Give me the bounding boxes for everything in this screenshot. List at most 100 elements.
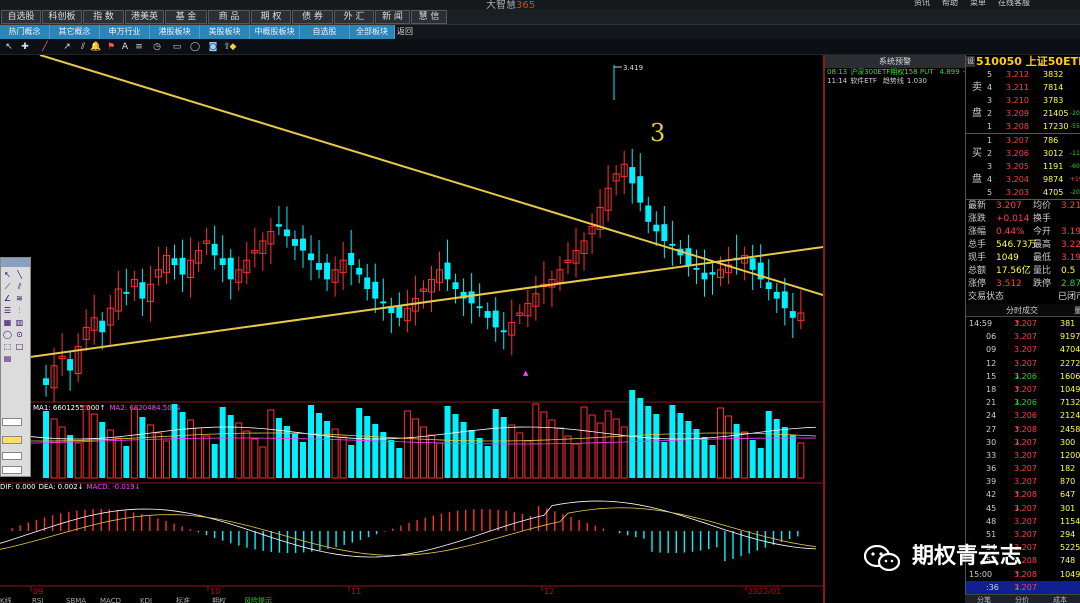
nav-item[interactable]: 期 权 (251, 10, 291, 24)
orderbook-row[interactable]: 1 3.207 786 (966, 134, 1080, 147)
tick-row[interactable]: :36 3.207 ↓ (966, 580, 1080, 594)
tick-row[interactable]: 14:59 3.207 ↑ 381 (966, 317, 1080, 330)
fib-icon[interactable]: ≡ (135, 42, 143, 52)
palette-tool-icon[interactable]: ◯ (3, 330, 12, 339)
tick-row[interactable]: 06 3.207 9197 (966, 330, 1080, 343)
line-color-swatch[interactable] (2, 418, 22, 426)
back-button[interactable]: 返回 (397, 27, 413, 36)
palette-tool-icon[interactable]: ∠ (3, 294, 12, 303)
palette-tool-icon[interactable]: ⬚ (3, 342, 12, 351)
tick-row[interactable]: 12 3.207 2272 (966, 357, 1080, 370)
palette-tool-icon[interactable]: ↖ (4, 270, 11, 279)
nav-item[interactable]: 外 汇 (334, 10, 374, 24)
board-tab[interactable]: 港股板块 (150, 25, 200, 39)
line-style-select[interactable] (2, 452, 22, 460)
palette-tool-icon[interactable]: ▤ (3, 354, 12, 363)
quote-tab[interactable]: 分价 (1015, 596, 1029, 603)
palette-tool-icon[interactable]: ⊙ (16, 330, 23, 339)
nav-item[interactable]: 商 品 (208, 10, 250, 24)
tick-row[interactable]: 42 3.208 ↑ 647 (966, 488, 1080, 501)
tick-row[interactable]: 18 3.207 ↑ 1049 (966, 383, 1080, 396)
palette-title-bar[interactable] (1, 258, 30, 267)
indicator-tab[interactable]: 风险提示 (244, 596, 272, 603)
palette-tool-icon[interactable]: □ (15, 342, 24, 351)
line-width-select[interactable] (2, 466, 22, 474)
settings-tag[interactable]: 设 (966, 56, 975, 67)
indicator-tab[interactable]: 标准 (176, 596, 190, 603)
orderbook-row[interactable]: 买 2 3.206 3012 -11 (966, 147, 1080, 160)
alert-row[interactable]: 11:14 软件ETF 趋势线 1.030 (825, 77, 965, 86)
line-icon[interactable]: ╱ (42, 42, 48, 52)
orderbook-row[interactable]: 3 3.210 3783 (966, 94, 1080, 107)
indicator-tab[interactable]: 期权 (212, 596, 226, 603)
indicator-tab[interactable]: MACD (100, 597, 121, 603)
text-icon[interactable]: A (121, 42, 129, 52)
board-tab[interactable]: 热门概念 (0, 25, 50, 39)
palette-tool-icon[interactable]: ⫽ (17, 282, 22, 291)
nav-item[interactable]: 基 金 (165, 10, 207, 24)
palette-tool-icon[interactable]: ⫶ (18, 306, 21, 315)
tick-row[interactable]: 30 3.207 ↓ 300 (966, 436, 1080, 449)
nav-item[interactable]: 慧 信 (411, 10, 447, 24)
tick-row[interactable]: 39 3.207 870 (966, 475, 1080, 488)
board-tab[interactable]: 美股板块 (200, 25, 250, 39)
palette-tool-icon[interactable]: ⟋ (4, 282, 11, 291)
orderbook-row[interactable]: 盘 2 3.209 21405 -20 (966, 107, 1080, 120)
ellipse-icon[interactable]: ◯ (190, 42, 201, 52)
tick-row[interactable]: 57 3.208 ↑ 748 (966, 554, 1080, 567)
nav-item[interactable]: 债 券 (292, 10, 333, 24)
orderbook-row[interactable]: 5 3.203 4705 -20 (966, 186, 1080, 199)
top-menu-item[interactable]: 帮助 (942, 0, 958, 7)
orderbook-row[interactable]: 卖 4 3.211 7814 (966, 81, 1080, 94)
top-menu-item[interactable]: 在线客服 (998, 0, 1030, 7)
tick-row[interactable]: 21 3.206 ↓ 7132 (966, 396, 1080, 409)
board-tab[interactable]: 自选股 (300, 25, 350, 39)
tick-row[interactable]: 48 3.207 1154 (966, 515, 1080, 528)
panel-divider[interactable] (823, 55, 825, 603)
palette-tool-icon[interactable]: ☰ (3, 306, 12, 315)
nav-item[interactable]: 科创板 (42, 10, 82, 24)
descending-trendline[interactable] (39, 55, 823, 296)
palette-tool-icon[interactable]: ▦ (3, 318, 12, 327)
quote-tab[interactable]: 分笔 (977, 596, 991, 603)
tick-row[interactable]: 36 3.207 182 (966, 462, 1080, 475)
export-icon[interactable]: ⇪ (223, 42, 231, 52)
channel-icon[interactable]: ⫽ (80, 42, 85, 52)
indicator-tab[interactable]: RSI (32, 597, 43, 603)
tick-row[interactable]: 15:00 3.208 ↑ 1049 (966, 568, 1080, 581)
ray-icon[interactable]: ↗ (63, 42, 71, 52)
cursor-icon[interactable]: ↖ (5, 42, 13, 52)
tick-row[interactable]: 33 3.207 1200 (966, 449, 1080, 462)
indicator-tab[interactable]: SBMA (66, 597, 86, 603)
board-tab[interactable]: 其它概念 (50, 25, 100, 39)
rect-icon[interactable]: ▭ (172, 42, 182, 52)
tick-row[interactable]: 24 3.206 2124 (966, 409, 1080, 422)
palette-tool-icon[interactable]: ╲ (17, 270, 22, 279)
diamond-icon[interactable]: ◆ (229, 42, 237, 52)
cycle-icon[interactable]: ◷ (153, 42, 161, 52)
orderbook-row[interactable]: 3 3.205 1191 -60 (966, 160, 1080, 173)
nav-item[interactable]: 港美英 (125, 10, 164, 24)
nav-item[interactable]: 自选股 (1, 10, 41, 24)
crosshair-icon[interactable]: ✚ (21, 42, 29, 52)
tick-row[interactable]: 15 3.206 ↓ 1606 (966, 370, 1080, 383)
tick-row[interactable]: 45 3.207 ↓ 301 (966, 502, 1080, 515)
palette-tool-icon[interactable]: ▥ (15, 318, 24, 327)
board-tab[interactable]: 全部板块 (350, 25, 395, 39)
nav-item[interactable]: 指 数 (83, 10, 124, 24)
flag-icon[interactable]: ⚑ (106, 42, 116, 52)
indicator-tab[interactable]: K线 (0, 596, 12, 603)
bell-icon[interactable]: 🔔 (90, 42, 102, 52)
tick-row[interactable]: 27 3.208 ↑ 2458 (966, 423, 1080, 436)
board-tab[interactable]: 申万行业 (100, 25, 150, 39)
kline-chart-area[interactable]: 3.419 3 ▲ MA1: 6601255.000↑ MA2: 6820484.500… (0, 55, 823, 603)
fill-color-swatch[interactable] (2, 436, 22, 444)
palette-tool-icon[interactable]: ≋ (16, 294, 23, 303)
tick-row[interactable]: 51 3.207 294 (966, 528, 1080, 541)
indicator-tab[interactable]: KDJ (140, 597, 152, 603)
tick-row[interactable]: 09 3.207 4704 (966, 343, 1080, 356)
ascending-trendline[interactable] (29, 246, 823, 358)
tick-row[interactable]: 54 3.207 5225 (966, 541, 1080, 554)
quote-tab[interactable]: 成本 (1053, 596, 1067, 603)
